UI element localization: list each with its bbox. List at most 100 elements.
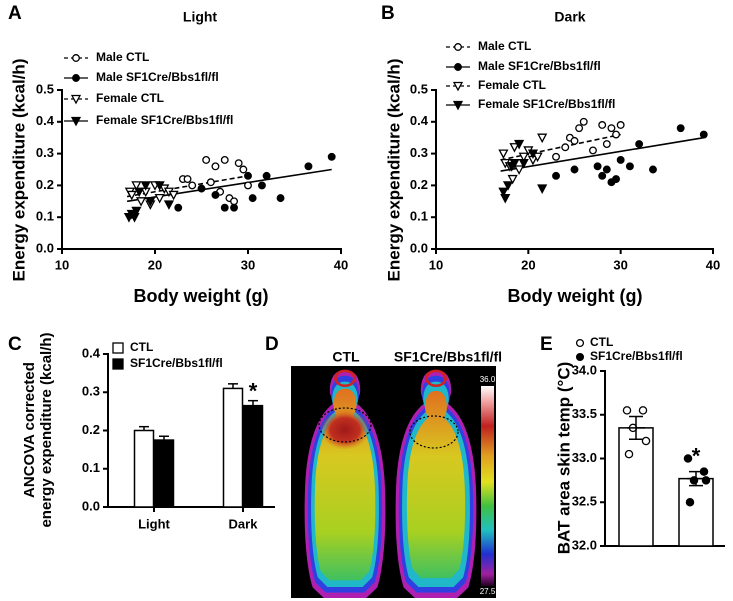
data-point (211, 190, 220, 199)
y-tick-label: 0.1 (410, 209, 428, 224)
data-point (498, 187, 509, 198)
data-point (649, 165, 657, 174)
legend-marker (70, 116, 82, 127)
data-point (616, 121, 625, 129)
data-point (518, 158, 529, 169)
data-point (248, 194, 257, 203)
y-tick-label: 0.1 (82, 460, 100, 475)
x-tick-label: Light (138, 516, 170, 531)
legend-marker (575, 352, 585, 362)
data-point (509, 143, 520, 153)
legend-label: Female SF1Cre/Bbs1fl/fl (478, 97, 615, 111)
data-point (537, 184, 548, 194)
data-point (154, 181, 165, 191)
y-tick-label: 0.0 (410, 240, 428, 255)
y-tick-label: 0.0 (82, 498, 100, 513)
bar (242, 404, 264, 508)
data-point (607, 124, 616, 133)
data-point (239, 165, 248, 174)
data-point (701, 476, 711, 485)
x-tick-label: 30 (241, 257, 255, 272)
data-point (498, 149, 509, 159)
legend-marker (452, 81, 464, 92)
image-label: CTL (332, 349, 360, 365)
legend-label: Male CTL (96, 50, 149, 64)
data-point (514, 139, 525, 150)
panel-letter: E (540, 334, 553, 355)
legend-label: SF1Cre/Bbs1fl/fl (590, 349, 683, 363)
data-point (234, 159, 243, 168)
legend-marker (72, 54, 80, 62)
data-point (625, 162, 634, 171)
data-point (593, 162, 602, 171)
y-tick-label: 0.4 (36, 113, 55, 128)
fit-line (500, 136, 704, 172)
data-point (220, 156, 229, 164)
data-point (134, 187, 145, 198)
data-point (131, 181, 142, 191)
data-point (552, 152, 560, 161)
data-point (683, 454, 693, 463)
thermal-image (291, 366, 496, 598)
data-point (258, 181, 266, 190)
data-point (197, 184, 206, 193)
data-point (616, 156, 625, 164)
legend-label: SF1Cre/Bbs1fl/fl (130, 356, 223, 370)
y-tick-label: 0.4 (410, 113, 429, 128)
data-point (514, 165, 525, 175)
data-point (145, 197, 156, 207)
data-point (641, 436, 651, 446)
data-point (685, 497, 695, 507)
data-point (598, 121, 607, 129)
bar (222, 387, 244, 508)
data-point (612, 130, 620, 139)
data-point (638, 406, 648, 415)
x-tick-label: 20 (521, 257, 535, 272)
y-tick-label: 33.5 (572, 406, 597, 421)
data-point (220, 203, 229, 212)
data-point (140, 181, 151, 191)
legend-marker (72, 74, 80, 82)
colorbar-label: 36.0 (480, 375, 496, 384)
y-axis-label: Energy expenditure (kcal/h) (384, 59, 403, 282)
panel-letter: C (8, 334, 22, 355)
data-point (244, 171, 252, 180)
data-point (527, 149, 539, 159)
y-tick-label: 0.3 (36, 145, 54, 160)
legend-marker (575, 338, 585, 348)
legend-label: Male SF1Cre/Bbs1fl/fl (96, 70, 219, 84)
data-point (575, 124, 584, 133)
x-axis-label: Body weight (g) (134, 286, 269, 306)
legend-swatch (112, 342, 124, 354)
data-point (537, 133, 548, 144)
annotation: * (692, 443, 701, 468)
y-tick-label: 0.1 (36, 209, 54, 224)
data-point (602, 140, 611, 149)
legend-label: CTL (130, 340, 153, 354)
chart-title: Light (183, 9, 218, 25)
data-point (168, 190, 179, 201)
data-point (206, 178, 215, 187)
legend-marker (452, 100, 464, 111)
y-tick-label: 32.5 (572, 494, 597, 509)
y-tick-label: 0.4 (82, 345, 101, 360)
data-point (598, 171, 607, 180)
y-axis-label: Energy expenditure (kcal/h) (9, 59, 28, 282)
panel-letter: D (265, 334, 279, 355)
legend-label: Male CTL (478, 39, 531, 53)
data-point (500, 193, 511, 204)
data-point (622, 406, 632, 415)
x-tick-label: 40 (706, 257, 720, 272)
data-point (211, 162, 220, 171)
data-point (131, 206, 142, 217)
x-tick-label: 30 (613, 257, 627, 272)
data-point (589, 146, 597, 155)
data-point (154, 193, 165, 204)
data-point (532, 152, 543, 163)
data-point (518, 152, 529, 163)
data-point (304, 162, 313, 171)
legend-label: Female SF1Cre/Bbs1fl/fl (96, 113, 233, 127)
data-point (276, 194, 285, 203)
data-point (509, 158, 520, 169)
